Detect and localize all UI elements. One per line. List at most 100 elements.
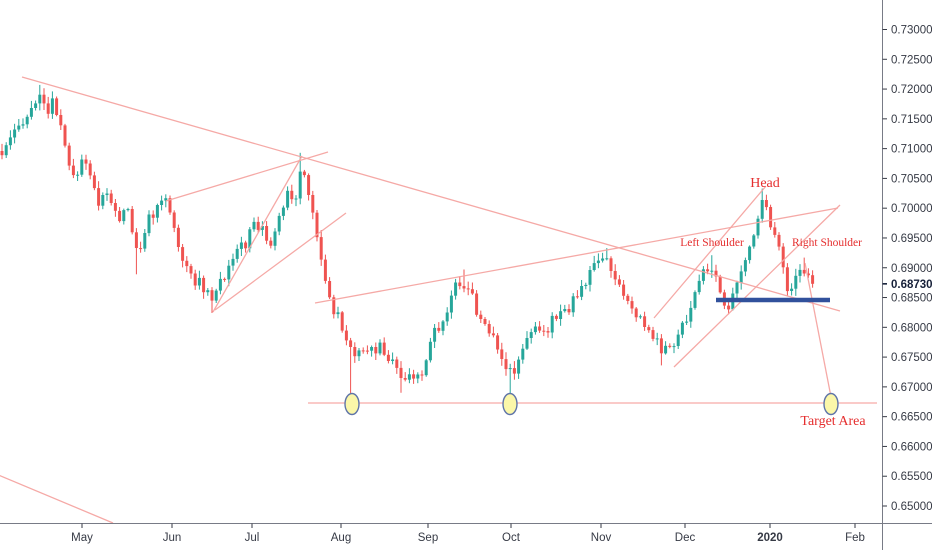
candle[interactable]: [88, 160, 92, 180]
candle[interactable]: [651, 326, 655, 342]
candle[interactable]: [647, 324, 651, 333]
candles[interactable]: [0, 84, 815, 400]
candle[interactable]: [25, 114, 29, 129]
candle[interactable]: [80, 154, 84, 177]
candle[interactable]: [609, 256, 613, 278]
dec-jan-channel-upper[interactable]: [653, 185, 767, 319]
candle[interactable]: [302, 169, 306, 178]
candle[interactable]: [584, 282, 588, 290]
candle[interactable]: [67, 142, 71, 171]
candle[interactable]: [332, 294, 336, 319]
candle[interactable]: [231, 253, 235, 271]
candle[interactable]: [424, 359, 428, 377]
candle[interactable]: [319, 230, 323, 266]
candle[interactable]: [806, 268, 810, 278]
candle[interactable]: [17, 119, 21, 132]
candle[interactable]: [437, 322, 441, 333]
candle[interactable]: [525, 331, 529, 350]
candle[interactable]: [256, 216, 260, 233]
candle[interactable]: [613, 264, 617, 286]
candle[interactable]: [470, 282, 474, 295]
candle[interactable]: [550, 312, 554, 339]
candle[interactable]: [420, 370, 424, 381]
candle[interactable]: [773, 222, 777, 238]
candle[interactable]: [21, 118, 25, 129]
candle[interactable]: [122, 208, 126, 225]
candle[interactable]: [752, 234, 756, 249]
candle[interactable]: [147, 210, 151, 237]
candle[interactable]: [202, 275, 206, 299]
candle[interactable]: [403, 372, 407, 382]
candle[interactable]: [458, 276, 462, 290]
candle[interactable]: [466, 281, 470, 296]
support-touch-ellipse-oct[interactable]: [502, 392, 518, 416]
candle[interactable]: [239, 236, 243, 256]
candle[interactable]: [59, 109, 63, 130]
candle[interactable]: [0, 143, 4, 160]
candle[interactable]: [676, 329, 680, 349]
june-rising-trendline-short[interactable]: [214, 212, 347, 311]
candle[interactable]: [298, 152, 302, 205]
candle[interactable]: [382, 337, 386, 357]
candle[interactable]: [769, 204, 773, 230]
candle[interactable]: [323, 254, 327, 284]
breakdown-projection-line[interactable]: [804, 262, 833, 403]
candle[interactable]: [634, 307, 638, 322]
candle[interactable]: [311, 190, 315, 220]
candle[interactable]: [571, 293, 575, 317]
candle[interactable]: [433, 324, 437, 348]
candle[interactable]: [181, 244, 185, 268]
candle[interactable]: [46, 96, 50, 119]
candle[interactable]: [113, 199, 117, 217]
candle[interactable]: [206, 288, 210, 296]
target-area-ellipse[interactable]: [823, 392, 839, 416]
candle[interactable]: [630, 296, 634, 314]
candle[interactable]: [798, 264, 802, 283]
candle[interactable]: [764, 194, 768, 211]
left-shoulder-label[interactable]: Left Shoulder: [680, 237, 744, 249]
candle[interactable]: [294, 195, 298, 207]
candle[interactable]: [718, 274, 722, 294]
head-label[interactable]: Head: [750, 176, 780, 191]
candle[interactable]: [777, 232, 781, 251]
candle[interactable]: [517, 356, 521, 379]
candle[interactable]: [223, 277, 227, 282]
candle[interactable]: [172, 210, 176, 233]
candle[interactable]: [802, 257, 806, 277]
candle[interactable]: [693, 290, 697, 310]
candle[interactable]: [42, 88, 46, 110]
candle[interactable]: [479, 310, 483, 323]
candle[interactable]: [441, 320, 445, 336]
candle[interactable]: [185, 256, 189, 273]
candle[interactable]: [307, 173, 311, 201]
candle[interactable]: [143, 229, 147, 252]
candle[interactable]: [575, 290, 579, 299]
candle[interactable]: [290, 184, 294, 204]
candle[interactable]: [84, 154, 88, 170]
candle[interactable]: [697, 274, 701, 295]
candle[interactable]: [542, 325, 546, 337]
candle[interactable]: [353, 342, 357, 363]
candle[interactable]: [344, 325, 348, 346]
candle[interactable]: [38, 84, 42, 111]
candle[interactable]: [794, 268, 798, 296]
candle[interactable]: [281, 205, 285, 221]
candle[interactable]: [596, 253, 600, 269]
candle[interactable]: [391, 352, 395, 365]
candle[interactable]: [739, 265, 743, 290]
candle[interactable]: [428, 337, 432, 363]
candle[interactable]: [592, 255, 596, 272]
candle[interactable]: [139, 241, 143, 253]
candle[interactable]: [407, 368, 411, 384]
candle[interactable]: [130, 206, 134, 235]
price-axis[interactable]: 0.73000 0.72500 0.72000 0.71500 0.71000 0.705…: [882, 25, 932, 514]
candle[interactable]: [365, 345, 369, 355]
candle[interactable]: [727, 300, 731, 315]
candle[interactable]: [672, 343, 676, 354]
candle[interactable]: [563, 304, 567, 313]
candle[interactable]: [34, 100, 38, 111]
candle[interactable]: [4, 142, 8, 158]
candle[interactable]: [55, 96, 59, 117]
drawings[interactable]: Head Left Shoulder Right Shoulder Target Ar…: [0, 76, 877, 524]
